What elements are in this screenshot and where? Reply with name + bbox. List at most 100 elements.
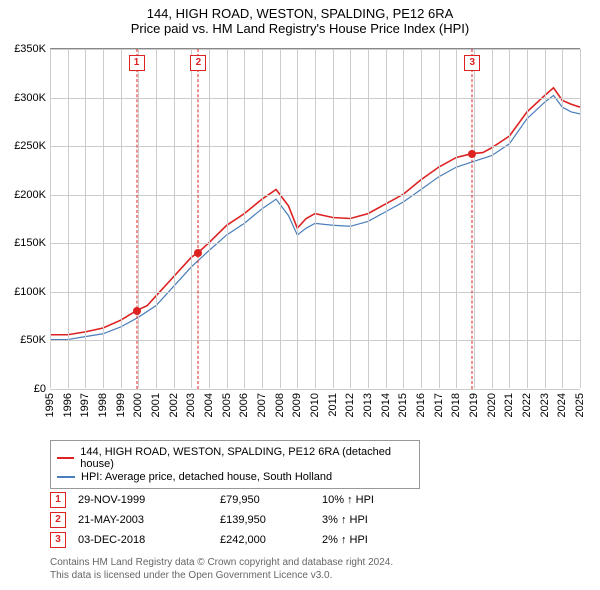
gridline-v — [333, 49, 334, 388]
legend-item: HPI: Average price, detached house, Sout… — [57, 471, 413, 483]
x-axis-label: 2011 — [327, 393, 339, 417]
gridline-v — [244, 49, 245, 388]
sale-price: £139,950 — [220, 514, 310, 526]
marker-line — [472, 49, 473, 389]
gridline-v — [191, 49, 192, 388]
gridline-v — [174, 49, 175, 388]
gridline-v — [562, 49, 563, 388]
x-axis-label: 2023 — [539, 393, 551, 417]
gridline-h — [50, 389, 580, 390]
sale-badge: 1 — [50, 492, 66, 508]
sale-row: 3 03-DEC-2018 £242,000 2% ↑ HPI — [50, 532, 580, 548]
sale-date: 21-MAY-2003 — [78, 514, 208, 526]
x-axis-label: 2022 — [521, 393, 533, 417]
x-axis-label: 2006 — [238, 393, 250, 417]
sale-row: 1 29-NOV-1999 £79,950 10% ↑ HPI — [50, 492, 580, 508]
gridline-v — [103, 49, 104, 388]
x-axis-label: 2015 — [397, 393, 409, 417]
sale-hpi: 10% ↑ HPI — [322, 494, 422, 506]
x-axis-label: 2021 — [503, 393, 515, 417]
gridline-v — [156, 49, 157, 388]
sale-hpi: 2% ↑ HPI — [322, 534, 422, 546]
x-axis-label: 2018 — [450, 393, 462, 417]
gridline-v — [474, 49, 475, 388]
marker-dot — [194, 249, 202, 257]
x-axis-label: 2010 — [309, 393, 321, 417]
marker-badge: 3 — [464, 55, 480, 71]
legend-label: 144, HIGH ROAD, WESTON, SPALDING, PE12 6… — [80, 446, 413, 470]
sale-hpi: 3% ↑ HPI — [322, 514, 422, 526]
x-axis-label: 1995 — [44, 393, 56, 417]
x-axis-label: 1998 — [97, 393, 109, 417]
plot-area: £0£50K£100K£150K£200K£250K£300K£350K1995… — [50, 49, 580, 388]
sale-price: £79,950 — [220, 494, 310, 506]
y-axis-label: £300K — [14, 92, 46, 104]
gridline-v — [297, 49, 298, 388]
marker-badge: 2 — [190, 55, 206, 71]
legend-label: HPI: Average price, detached house, Sout… — [81, 471, 332, 483]
sale-date: 03-DEC-2018 — [78, 534, 208, 546]
x-axis-label: 1996 — [62, 393, 74, 417]
gridline-v — [315, 49, 316, 388]
legend-swatch — [57, 457, 74, 459]
x-axis-label: 2001 — [150, 393, 162, 417]
gridline-v — [262, 49, 263, 388]
gridline-v — [50, 49, 51, 388]
sale-price: £242,000 — [220, 534, 310, 546]
gridline-v — [121, 49, 122, 388]
footer-line-1: Contains HM Land Registry data © Crown c… — [50, 556, 580, 569]
x-axis-label: 2000 — [132, 393, 144, 417]
x-axis-label: 2024 — [556, 393, 568, 417]
y-axis-label: £350K — [14, 43, 46, 55]
gridline-v — [580, 49, 581, 388]
legend: 144, HIGH ROAD, WESTON, SPALDING, PE12 6… — [50, 440, 420, 489]
x-axis-label: 2009 — [291, 393, 303, 417]
gridline-v — [545, 49, 546, 388]
x-axis-label: 2019 — [468, 393, 480, 417]
x-axis-label: 2016 — [415, 393, 427, 417]
legend-item: 144, HIGH ROAD, WESTON, SPALDING, PE12 6… — [57, 446, 413, 470]
gridline-v — [527, 49, 528, 388]
x-axis-label: 2003 — [185, 393, 197, 417]
gridline-v — [209, 49, 210, 388]
marker-badge: 1 — [129, 55, 145, 71]
x-axis-label: 2013 — [362, 393, 374, 417]
marker-dot — [133, 307, 141, 315]
gridline-v — [350, 49, 351, 388]
gridline-v — [386, 49, 387, 388]
x-axis-label: 2020 — [486, 393, 498, 417]
x-axis-label: 1999 — [115, 393, 127, 417]
gridline-v — [421, 49, 422, 388]
sales-table: 1 29-NOV-1999 £79,950 10% ↑ HPI 2 21-MAY-2003… — [50, 488, 580, 552]
gridline-v — [368, 49, 369, 388]
gridline-v — [456, 49, 457, 388]
chart-subtitle: Price paid vs. HM Land Registry's House … — [0, 21, 600, 40]
footer-attribution: Contains HM Land Registry data © Crown c… — [50, 556, 580, 582]
y-axis-label: £150K — [14, 237, 46, 249]
x-axis-label: 2007 — [256, 393, 268, 417]
x-axis-label: 1997 — [79, 393, 91, 417]
sale-badge: 2 — [50, 512, 66, 528]
gridline-v — [509, 49, 510, 388]
sale-badge: 3 — [50, 532, 66, 548]
y-axis-label: £250K — [14, 140, 46, 152]
marker-line — [136, 49, 137, 389]
sale-date: 29-NOV-1999 — [78, 494, 208, 506]
x-axis-label: 2017 — [433, 393, 445, 417]
x-axis-label: 2002 — [168, 393, 180, 417]
gridline-v — [492, 49, 493, 388]
gridline-v — [439, 49, 440, 388]
x-axis-label: 2014 — [380, 393, 392, 417]
gridline-v — [403, 49, 404, 388]
gridline-v — [138, 49, 139, 388]
y-axis-label: £50K — [20, 334, 46, 346]
marker-dot — [468, 150, 476, 158]
gridline-v — [85, 49, 86, 388]
chart-area: £0£50K£100K£150K£200K£250K£300K£350K1995… — [50, 48, 580, 388]
legend-swatch — [57, 476, 75, 478]
gridline-v — [227, 49, 228, 388]
gridline-v — [280, 49, 281, 388]
y-axis-label: £100K — [14, 286, 46, 298]
sale-row: 2 21-MAY-2003 £139,950 3% ↑ HPI — [50, 512, 580, 528]
gridline-v — [68, 49, 69, 388]
